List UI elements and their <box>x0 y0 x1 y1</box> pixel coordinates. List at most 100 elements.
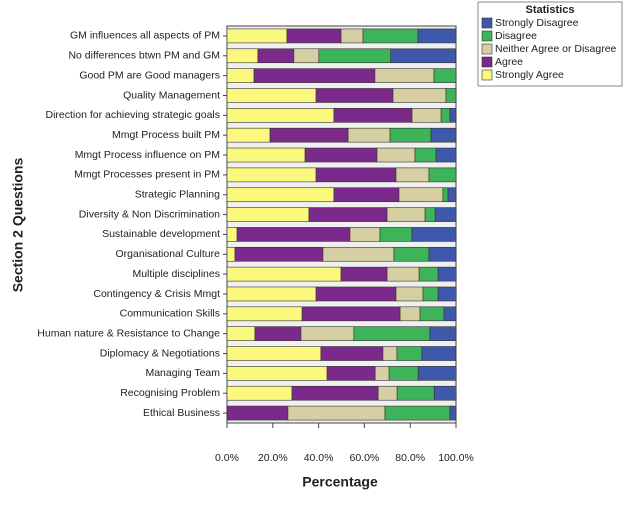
x-tick-label: 0.0% <box>215 452 239 464</box>
bar-segment <box>434 207 457 222</box>
bar-segment <box>449 405 457 421</box>
bar-segment <box>374 366 390 381</box>
bar-segment <box>414 147 437 163</box>
y-tick-label: Mmgt Processes present in PM <box>74 169 220 181</box>
y-tick-label: Organisational Culture <box>116 248 221 260</box>
bar-segment <box>300 326 355 341</box>
bar-segment <box>226 405 289 421</box>
bar-segment <box>435 147 457 163</box>
bar-segment <box>421 346 457 361</box>
x-tick-label: 80.0% <box>395 452 425 464</box>
bar-segment <box>315 286 397 302</box>
y-tick-label: Good PM are Good managers <box>79 69 220 81</box>
bar-segment <box>226 366 328 381</box>
legend-label: Agree <box>495 56 523 68</box>
bar-segment <box>449 108 457 123</box>
bar-segment <box>433 68 457 83</box>
bar-segment <box>362 28 419 44</box>
bar-segment <box>340 266 388 282</box>
x-tick-label: 60.0% <box>350 452 380 464</box>
bar-segment <box>257 48 295 64</box>
bar-segment <box>315 167 397 183</box>
y-tick-label: Recognising Problem <box>120 387 220 399</box>
bar-segment <box>445 88 457 103</box>
legend-box <box>477 1 623 87</box>
bar-segment <box>396 346 423 361</box>
legend-swatch <box>481 69 493 81</box>
bar-segment <box>226 108 335 123</box>
bar-segment <box>419 306 445 322</box>
bar-segment <box>226 266 342 282</box>
bar-segment <box>226 127 271 143</box>
bar-segment <box>422 286 439 302</box>
bar-segment <box>392 88 447 103</box>
y-tick-label: Diversity & Non Discrimination <box>79 208 220 220</box>
bar-segment <box>398 187 444 203</box>
bar-segment <box>429 326 457 341</box>
bar-segment <box>322 246 395 262</box>
legend-label: Strongly Agree <box>495 69 564 81</box>
y-tick-label: Communication Skills <box>120 308 220 320</box>
bar-segment <box>377 385 398 401</box>
bar-segment <box>253 68 376 83</box>
bar-segment <box>395 167 430 183</box>
bar-segment <box>443 306 457 322</box>
bar-segment <box>333 108 413 123</box>
bar-segment <box>226 207 310 222</box>
bar-segment <box>428 246 457 262</box>
y-tick-label: Mmgt Process built PM <box>112 129 220 141</box>
legend-title: Statistics <box>526 4 575 16</box>
legend-swatch <box>481 30 493 42</box>
bar-segment <box>349 227 381 242</box>
y-tick-label: Direction for achieving strategic goals <box>45 109 220 121</box>
bar-segment <box>417 28 457 44</box>
bar-segment <box>418 266 439 282</box>
bar-segment <box>374 68 435 83</box>
bar-segment <box>226 227 238 242</box>
bar-segment <box>347 127 391 143</box>
bar-segment <box>437 266 457 282</box>
bar-segment <box>353 326 431 341</box>
bar-segment <box>433 385 457 401</box>
y-tick-label: Managing Team <box>145 367 220 379</box>
bar-segment <box>399 306 421 322</box>
bar-segment <box>386 207 426 222</box>
bar-segment <box>315 88 394 103</box>
bar-segment <box>269 127 349 143</box>
y-tick-label: Human nature & Resistance to Change <box>37 327 220 339</box>
bar-segment <box>226 306 303 322</box>
bar-segment <box>226 48 259 64</box>
x-axis-label: Percentage <box>302 474 378 490</box>
bar-segment <box>226 346 322 361</box>
legend-swatch <box>481 17 493 29</box>
y-axis-label: Section 2 Questions <box>10 157 26 292</box>
bar-segment <box>386 266 420 282</box>
y-tick-label: Multiple disciplines <box>132 268 220 280</box>
y-tick-label: Mmgt Process influence on PM <box>75 149 220 161</box>
bar-segment <box>376 147 416 163</box>
bar-segment <box>396 385 435 401</box>
bar-segment <box>395 286 424 302</box>
y-tick-label: Strategic Planning <box>135 189 220 201</box>
bar-segment <box>428 167 457 183</box>
bar-segment <box>440 108 451 123</box>
bar-segment <box>226 167 317 183</box>
bar-segment <box>293 48 320 64</box>
bar-segment <box>226 147 306 163</box>
bar-segment <box>287 405 386 421</box>
bar-segment <box>417 366 457 381</box>
bar-segment <box>340 28 364 44</box>
bar-segment <box>389 127 432 143</box>
bar-segment <box>226 187 335 203</box>
legend-swatch <box>481 43 493 55</box>
bar-segment <box>226 88 317 103</box>
legend-label: Neither Agree or Disagree <box>495 43 617 55</box>
bar-segment <box>254 326 302 341</box>
bar-segment <box>390 48 457 64</box>
y-tick-label: Sustainable development <box>102 228 220 240</box>
bar-segment <box>308 207 388 222</box>
x-tick-label: 20.0% <box>258 452 288 464</box>
bar-segment <box>320 346 384 361</box>
legend-label: Disagree <box>495 30 537 42</box>
